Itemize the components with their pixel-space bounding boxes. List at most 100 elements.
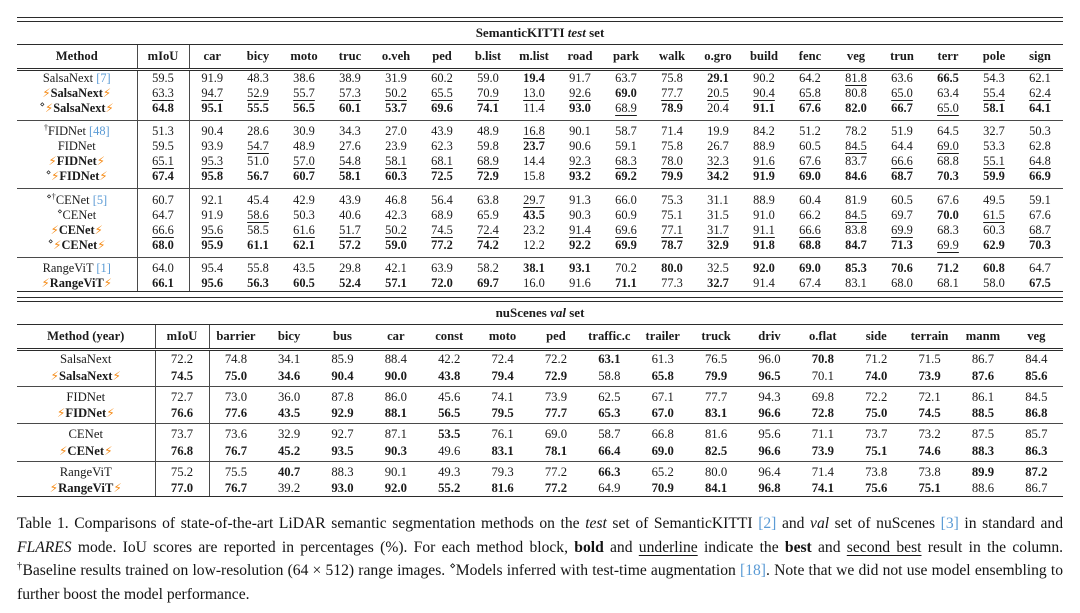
column-header: park [603, 45, 649, 71]
citation-link[interactable]: [1] [96, 261, 111, 276]
iou-value: 50.2 [385, 85, 407, 100]
iou-value: 90.4 [753, 85, 775, 100]
iou-value: 67.1 [651, 389, 674, 404]
iou-value: 83.1 [689, 404, 743, 425]
iou-value: 72.2 [865, 389, 888, 404]
iou-value: 91.3 [569, 192, 591, 207]
iou-value: 77.3 [661, 276, 683, 291]
iou-value: 63.4 [937, 85, 959, 100]
iou-value: 77.2 [419, 237, 465, 258]
iou-value: 91.0 [753, 207, 775, 222]
iou-value: 77.7 [529, 404, 583, 425]
iou-value: 34.3 [339, 124, 361, 139]
iou-value: 42.1 [385, 261, 407, 276]
lightning-icon: ⚡ [97, 237, 106, 252]
method-name: SalsaNext [50, 85, 103, 100]
iou-value: 90.3 [569, 207, 591, 222]
iou-value: 89.9 [971, 464, 995, 479]
column-header: o.veh [373, 45, 419, 71]
table-title: SemanticKITTI test set [17, 22, 1063, 45]
iou-value: 79.9 [649, 169, 695, 190]
caption-text: result in the column. [921, 538, 1064, 556]
lightning-icon: ⚡ [102, 85, 112, 100]
caption-text: indicate the [697, 538, 785, 556]
iou-value: 38.1 [523, 261, 545, 276]
iou-value: 72.9 [529, 367, 583, 387]
iou-value: 88.1 [369, 404, 423, 425]
iou-value: 12.2 [511, 237, 557, 258]
method-name: CENet [62, 207, 97, 222]
iou-value: 66.4 [582, 442, 636, 462]
dagger-marker: † [51, 190, 56, 201]
column-header: side [849, 325, 903, 352]
iou-value: 64.1 [1017, 101, 1063, 121]
iou-value: 32.3 [707, 154, 729, 169]
iou-value: 60.7 [281, 169, 327, 190]
method-name: CENet [67, 443, 105, 458]
iou-value: 76.7 [208, 479, 263, 497]
iou-value: 32.7 [983, 124, 1005, 139]
caption-text: † [17, 561, 23, 573]
iou-value: 91.9 [741, 169, 787, 190]
iou-value: 43.9 [431, 124, 453, 139]
method-cell: ⚡RangeViT⚡ [17, 480, 155, 496]
iou-value: 75.0 [208, 367, 263, 387]
iou-value: 79.5 [475, 404, 530, 425]
iou-value: 56.5 [281, 101, 327, 121]
iou-value: 64.2 [799, 70, 821, 85]
citation-link[interactable]: [3] [940, 515, 959, 533]
iou-value: 43.5 [293, 261, 315, 276]
iou-value: 68.7 [1029, 222, 1051, 237]
iou-value: 84.5 [845, 207, 867, 222]
table-row: ⚡SalsaNext⚡ 74.5 75.0 34.6 90.4 90.0 43.8 79.4 7… [17, 367, 1063, 387]
method-name: RangeViT [49, 276, 104, 291]
iou-value: 67.6 [937, 192, 959, 207]
iou-value: 66.5 [937, 70, 959, 85]
iou-value: 56.5 [422, 404, 476, 425]
method-cell: ⋄⚡FIDNet⚡ [17, 168, 137, 190]
iou-value: 81.9 [845, 192, 867, 207]
iou-value: 60.3 [373, 169, 419, 190]
method-cell: ⚡SalsaNext⚡ [17, 367, 155, 387]
iou-value: 36.0 [277, 389, 301, 404]
citation-link[interactable]: [5] [92, 192, 108, 207]
iou-value: 84.4 [1025, 352, 1048, 367]
iou-value: 74.6 [902, 442, 957, 462]
lightning-icon: ⚡ [41, 276, 50, 291]
iou-value: 29.1 [707, 70, 729, 85]
iou-value: 75.5 [208, 461, 263, 480]
citation-link[interactable]: [48] [89, 124, 110, 139]
caption-text: in standard and [958, 515, 1064, 533]
iou-value: 59.0 [373, 237, 419, 258]
iou-value: 74.1 [465, 101, 511, 121]
column-header: veg [833, 45, 879, 71]
iou-value: 64.0 [136, 257, 189, 277]
iou-value: 67.4 [136, 169, 189, 190]
iou-value: 73.7 [865, 427, 888, 442]
iou-value: 43.9 [339, 192, 361, 207]
iou-value: 69.8 [811, 389, 834, 404]
iou-value: 59.8 [477, 139, 499, 154]
method-name: SalsaNext [42, 70, 94, 85]
table-body: SalsaNext [7] 59.5 91.9 48.3 38.6 38.9 31.9 60.… [17, 69, 1063, 292]
lightning-icon: ⚡ [51, 169, 60, 184]
column-header: bicy [262, 325, 316, 352]
iou-value: 69.9 [925, 237, 971, 258]
iou-value: 40.7 [277, 464, 301, 479]
iou-value: 59.9 [971, 169, 1017, 190]
iou-value: 68.9 [603, 101, 649, 121]
citation-link[interactable]: [2] [758, 515, 777, 533]
iou-value: 68.8 [937, 154, 959, 169]
citation-link[interactable]: [7] [96, 70, 111, 85]
iou-value: 51.2 [799, 124, 821, 139]
iou-value: 81.6 [704, 427, 728, 442]
iou-value: 54.8 [339, 154, 361, 169]
iou-value: 58.8 [582, 367, 636, 387]
citation-link[interactable]: [18] [740, 562, 766, 580]
iou-value: 55.5 [235, 101, 281, 121]
iou-value: 65.8 [636, 367, 690, 387]
lightning-icon: ⚡ [56, 406, 66, 421]
iou-value: 75.8 [661, 139, 683, 154]
iou-value: 74.5 [431, 222, 453, 237]
method-cell: SalsaNext [17, 350, 155, 368]
